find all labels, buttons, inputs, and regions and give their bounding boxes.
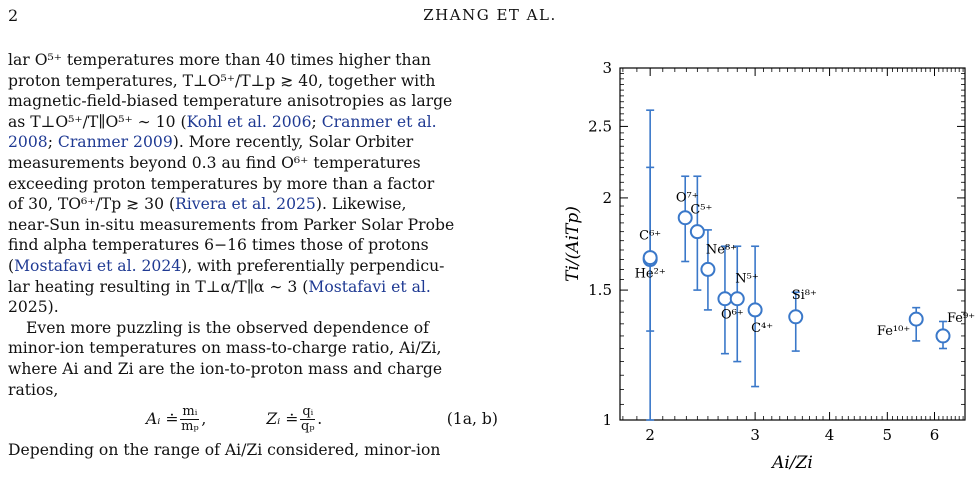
- citation-link[interactable]: Cranmer et al.: [321, 112, 437, 131]
- ion-label: N⁵⁺: [735, 272, 758, 287]
- data-point: [908, 311, 924, 327]
- ion-label: Ne⁸⁺: [706, 242, 737, 257]
- body-line: where Ai and Zi are the ion-to-proton ma…: [8, 359, 443, 378]
- data-point: [935, 328, 951, 344]
- data-point: [729, 291, 745, 307]
- data-point: [689, 224, 705, 240]
- ion-label: He²⁺: [635, 267, 666, 282]
- ion-label: C⁵⁺: [690, 203, 712, 218]
- body-line: 2025).: [8, 298, 59, 317]
- y-tick-label: 2: [602, 189, 612, 207]
- body-line: magnetic-field-biased temperature anisot…: [8, 92, 453, 111]
- x-tick-label: 6: [930, 426, 940, 444]
- citation-link[interactable]: 2008: [8, 133, 48, 152]
- citation-link[interactable]: Rivera et al. 2025: [175, 195, 316, 214]
- running-head: ZHANG ET AL.: [423, 6, 557, 24]
- scatter-plot: 2 3 4 5 6 1 1.5 2 2.5 3 Ai/Zi Ti/(AiTp) O⁷⁺C⁵⁺ C⁶⁺ He²…: [563, 59, 975, 473]
- x-tick-label: 4: [825, 426, 835, 444]
- plot-frame: [619, 67, 966, 421]
- y-tick-label: 1.5: [588, 281, 612, 299]
- y-tick-label: 3: [602, 59, 612, 77]
- y-tick-label: 1: [602, 411, 612, 429]
- equation-label: (1a, b): [446, 409, 498, 428]
- body-line: lar heating resulting in T⊥α/T∥α ∼ 3 (Mo…: [8, 277, 431, 296]
- body-line: Even more puzzling is the observed depen…: [26, 318, 429, 337]
- body-line: find alpha temperatures 6−16 times those…: [8, 236, 429, 255]
- equation-z-fraction: qᵢ qₚ: [300, 403, 316, 434]
- equation-a-fraction: mᵢ mₚ: [180, 403, 200, 434]
- body-line: exceeding proton temperatures by more th…: [8, 174, 435, 193]
- ion-label: O⁷⁺: [676, 191, 699, 206]
- body-line: Depending on the range of Ai/Zi consider…: [8, 441, 441, 460]
- body-line: ratios,: [8, 380, 59, 399]
- data-point: [747, 302, 763, 318]
- body-line: of 30, TO⁶⁺/Tp ≳ 30 (Rivera et al. 2025)…: [8, 195, 407, 214]
- citation-link[interactable]: Kohl et al. 2006: [186, 112, 312, 131]
- ion-label: Fe¹⁰⁺: [877, 324, 910, 339]
- equation-1: Aᵢ ≐ mᵢ mₚ , Zᵢ ≐ qᵢ qₚ . (1a, b): [146, 403, 498, 434]
- page-number: 2: [8, 6, 19, 25]
- citation-link[interactable]: Mostafavi et al.: [308, 277, 431, 296]
- body-line: 2008; Cranmer 2009). More recently, Sola…: [8, 133, 414, 152]
- data-point: [717, 291, 733, 307]
- body-line: minor-ion temperatures on mass-to-charge…: [8, 339, 442, 358]
- body-line: lar O⁵⁺ temperatures more than 40 times …: [8, 51, 431, 69]
- equation-a-lhs: Aᵢ ≐: [146, 409, 179, 428]
- ion-label: Si⁸⁺: [792, 288, 817, 303]
- y-axis-label: Ti/(AiTp): [563, 206, 583, 282]
- x-tick-label: 2: [645, 426, 655, 444]
- data-point: [700, 261, 716, 277]
- body-line: proton temperatures, T⊥O⁵⁺/T⊥p ≳ 40, tog…: [8, 71, 436, 90]
- data-point: [788, 309, 804, 325]
- body-line: near-Sun in-situ measurements from Parke…: [8, 215, 455, 234]
- citation-link[interactable]: Cranmer 2009: [57, 133, 173, 152]
- equation-z-lhs: Zᵢ ≐: [266, 409, 299, 428]
- citation-link[interactable]: Mostafavi et al. 2024: [14, 256, 182, 275]
- ion-label: C⁴⁺: [751, 321, 773, 336]
- x-tick-label: 5: [883, 426, 893, 444]
- figure-scatter: 2 3 4 5 6 1 1.5 2 2.5 3 Ai/Zi Ti/(AiTp) O⁷⁺ C⁵⁺ C⁶⁺ He²…: [555, 48, 980, 504]
- x-tick-label: 3: [750, 426, 760, 444]
- data-point: [677, 210, 693, 226]
- text-column: lar O⁵⁺ temperatures more than 40 times …: [8, 50, 498, 461]
- x-axis-label: Ai/Zi: [770, 453, 813, 473]
- data-point: [642, 250, 658, 266]
- body-line: measurements beyond 0.3 au find O⁶⁺ temp…: [8, 153, 421, 172]
- ion-label: C⁶⁺: [639, 229, 661, 244]
- page-header: 2 ZHANG ET AL.: [0, 4, 980, 28]
- ion-label: Fe⁹⁺: [947, 311, 975, 326]
- y-tick-label: 2.5: [588, 117, 612, 135]
- body-line: as T⊥O⁵⁺/T∥O⁵⁺ ∼ 10 (Kohl et al. 2006; C…: [8, 112, 437, 131]
- body-line: (Mostafavi et al. 2024), with preferenti…: [8, 256, 445, 275]
- ion-label: O⁶⁺: [721, 308, 744, 323]
